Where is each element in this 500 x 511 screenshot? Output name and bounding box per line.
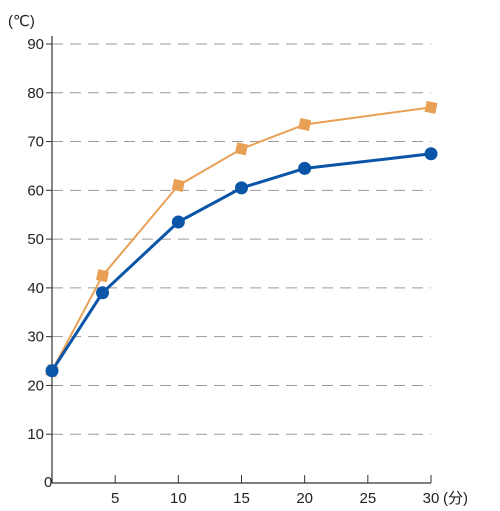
y-tick-label: 80: [27, 85, 44, 102]
data-point: [424, 147, 438, 161]
axes: [46, 36, 432, 484]
data-point: [171, 215, 185, 229]
series-line-1: [51, 106, 432, 372]
data-point: [96, 286, 110, 300]
y-tick-label: 40: [27, 280, 44, 297]
y-tick-label: 70: [27, 134, 44, 151]
y-tick-label: 90: [27, 36, 44, 53]
gridlines: [52, 43, 431, 435]
x-tick-label: 25: [359, 490, 376, 507]
data-point: [298, 161, 312, 175]
data-point: [171, 178, 185, 192]
data-point: [424, 100, 438, 114]
data-point: [235, 181, 248, 195]
series-line-2: [50, 152, 432, 372]
origin-label: 0: [44, 474, 52, 491]
y-tick-label: 60: [27, 182, 44, 199]
y-tick-label: 20: [27, 377, 44, 394]
labels: (℃) 0 (分) 10 20 30 40 50 60 70 80 90 5 10 15 20 25 30: [8, 13, 468, 507]
x-tick-label: 5: [111, 490, 119, 507]
x-tick-label: 10: [170, 490, 187, 507]
series-layer: [45, 100, 438, 378]
y-tick-label: 30: [27, 329, 44, 346]
data-point: [298, 117, 312, 132]
x-tick-label: 20: [296, 490, 313, 507]
y-axis-unit-label: (℃): [8, 13, 35, 30]
x-tick-label: 15: [233, 490, 250, 507]
data-point: [45, 364, 59, 378]
data-point: [96, 269, 110, 283]
y-tick-label: 10: [27, 426, 44, 443]
x-axis-unit-label: (分): [443, 490, 468, 507]
y-tick-label: 50: [27, 231, 44, 248]
data-point: [234, 142, 249, 156]
x-tick-label: 30: [423, 490, 440, 507]
